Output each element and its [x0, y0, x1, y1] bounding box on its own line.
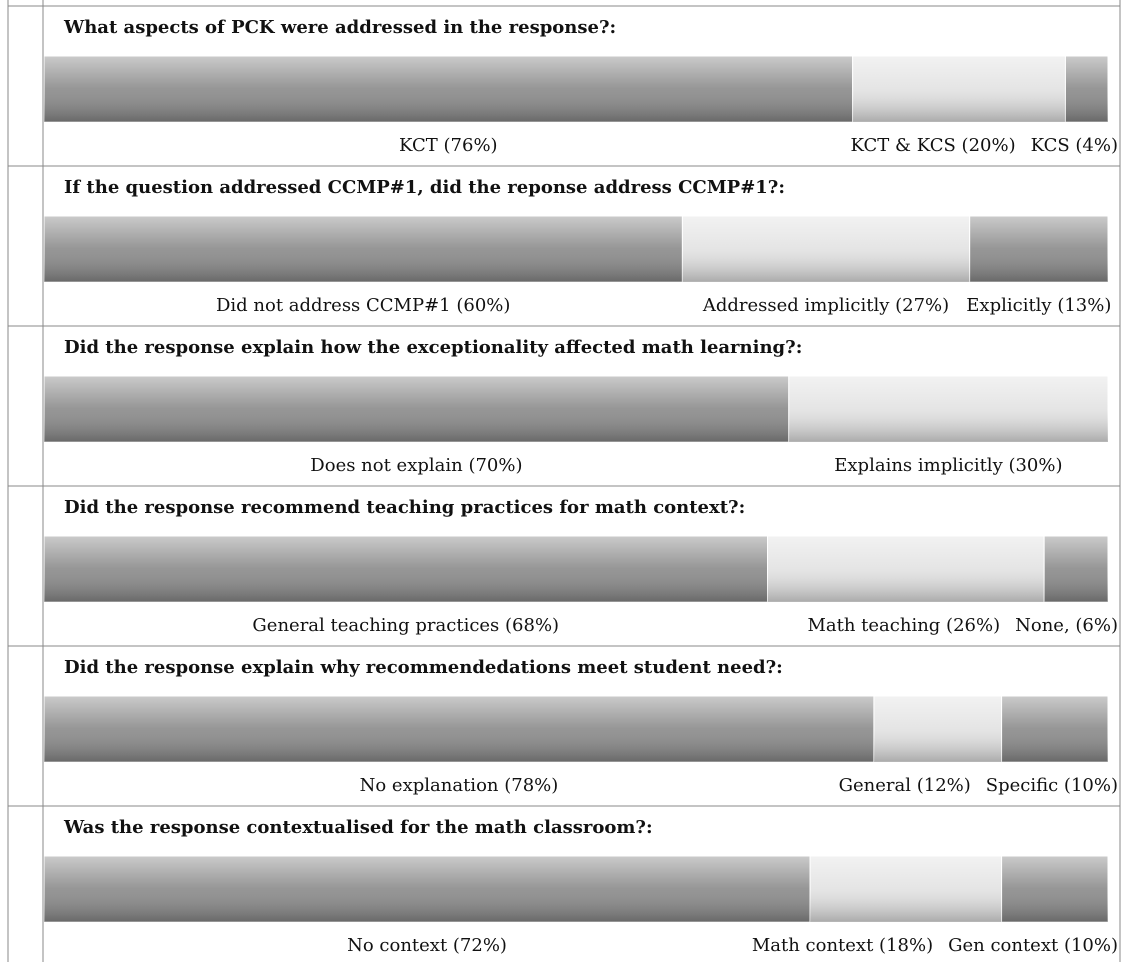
segment-label: Did not address CCMP#1 (60%): [216, 295, 510, 316]
segment-label: Gen context (10%): [948, 935, 1118, 956]
segment-label: Specific (10%): [986, 775, 1118, 796]
segment-label: Does not explain (70%): [310, 455, 522, 476]
bar-shine: [852, 56, 1066, 122]
segment-label: None, (6%): [1015, 615, 1118, 636]
segment-label: No explanation (78%): [360, 775, 559, 796]
bar-shine: [788, 376, 1108, 442]
bar-shine: [44, 856, 811, 922]
segment-label: KCT (76%): [399, 135, 498, 156]
chart-title: If the question addressed CCMP#1, did th…: [64, 177, 785, 198]
segment-label: Math context (18%): [752, 935, 933, 956]
segment-label: Explicitly (13%): [966, 295, 1111, 316]
bar-shine: [44, 536, 768, 602]
bar-shine: [873, 696, 1002, 762]
segment-label: KCT & KCS (20%): [851, 135, 1016, 156]
bar-shine: [44, 376, 789, 442]
segment-label: KCS (4%): [1031, 135, 1118, 156]
bar-shine: [1044, 536, 1108, 602]
bar-shine: [767, 536, 1045, 602]
segment-label: Math teaching (26%): [807, 615, 1000, 636]
bar-shine: [969, 216, 1108, 282]
segment-label: Explains implicitly (30%): [834, 455, 1062, 476]
bar-shine: [810, 856, 1002, 922]
segment-label: General teaching practices (68%): [252, 615, 559, 636]
bar-shine: [44, 56, 853, 122]
chart-title: Did the response explain why recommended…: [64, 657, 783, 678]
segment-label: No context (72%): [347, 935, 507, 956]
segment-label: General (12%): [839, 775, 971, 796]
bar-shine: [682, 216, 970, 282]
chart-title: Did the response recommend teaching prac…: [64, 497, 745, 518]
bar-shine: [44, 216, 683, 282]
bar-shine: [1001, 696, 1108, 762]
chart-title: What aspects of PCK were addressed in th…: [63, 17, 616, 38]
bar-shine: [1065, 56, 1108, 122]
segment-label: Addressed implicitly (27%): [702, 295, 949, 316]
chart-title: Did the response explain how the excepti…: [64, 337, 802, 358]
bar-shine: [1001, 856, 1108, 922]
bar-shine: [44, 696, 874, 762]
chart-title: Was the response contextualised for the …: [63, 817, 653, 838]
